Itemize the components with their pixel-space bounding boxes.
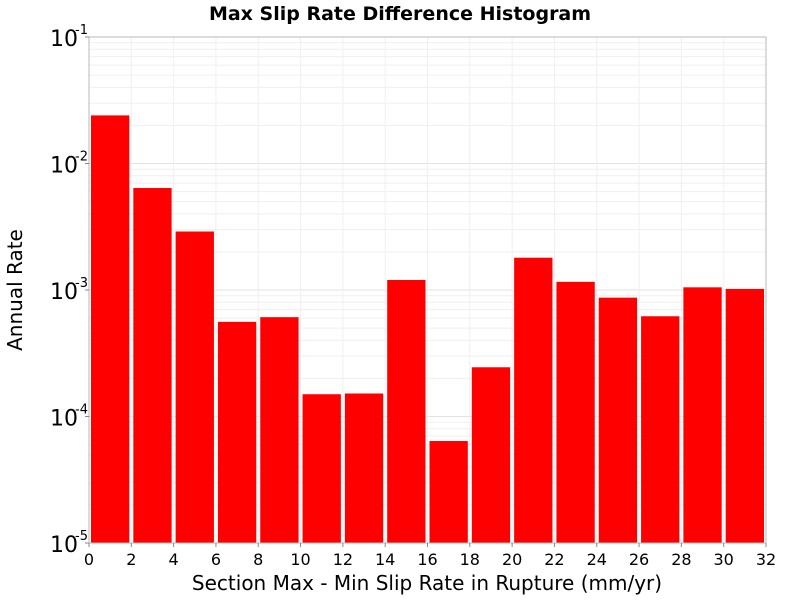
x-tick-label: 10 <box>290 550 310 569</box>
x-tick-label: 0 <box>84 550 94 569</box>
bar-0 <box>91 115 130 544</box>
x-tick-label: 32 <box>756 550 776 569</box>
y-tick-label-exponent: -2 <box>75 150 88 165</box>
bar-9 <box>471 367 511 543</box>
bar-2 <box>175 231 214 543</box>
y-tick-label: 10-1 <box>50 23 88 52</box>
x-tick-label: 20 <box>502 550 522 569</box>
y-tick-label-base: 10 <box>50 533 78 558</box>
x-axis-label: Section Max - Min Slip Rate in Rupture (… <box>192 571 662 595</box>
y-tick-label-exponent: -4 <box>75 403 88 418</box>
bar-14 <box>683 287 722 543</box>
x-tick-label: 30 <box>714 550 734 569</box>
x-tick-label: 8 <box>253 550 263 569</box>
y-tick-label-base: 10 <box>50 154 78 179</box>
bar-6 <box>344 393 384 543</box>
y-tick-label: 10-5 <box>50 529 88 558</box>
x-tick-label: 16 <box>417 550 437 569</box>
y-tick-label-base: 10 <box>50 27 78 52</box>
bar-4 <box>260 317 299 543</box>
x-tick-label: 14 <box>375 550 395 569</box>
x-tick-label: 18 <box>460 550 480 569</box>
y-tick-label-exponent: -3 <box>75 276 88 291</box>
y-axis: 10-510-410-310-210-1 <box>50 23 89 558</box>
bar-11 <box>556 281 595 543</box>
y-tick-label: 10-4 <box>50 403 88 432</box>
y-tick-label-exponent: -1 <box>75 23 88 38</box>
x-tick-label: 6 <box>211 550 221 569</box>
y-tick-label-base: 10 <box>50 280 78 305</box>
bar-10 <box>514 257 553 543</box>
y-tick-label: 10-2 <box>50 150 88 179</box>
x-tick-label: 2 <box>126 550 136 569</box>
bar-5 <box>302 394 341 543</box>
x-tick-label: 12 <box>333 550 353 569</box>
bar-7 <box>387 279 426 543</box>
x-tick-label: 26 <box>629 550 649 569</box>
bars <box>91 115 764 544</box>
x-axis: 0 2 4 6 8 10 12 14 16 18 20 22 24 26 28 30 32 <box>84 543 776 569</box>
y-axis-label: Annual Rate <box>3 229 27 351</box>
bar-3 <box>217 321 257 543</box>
x-tick-label: 4 <box>169 550 179 569</box>
x-tick-label: 28 <box>671 550 691 569</box>
y-tick-label-exponent: -5 <box>75 529 88 544</box>
y-tick-label-base: 10 <box>50 407 78 432</box>
bar-1 <box>133 188 172 543</box>
x-tick-label: 24 <box>587 550 607 569</box>
bar-13 <box>641 316 680 543</box>
chart-title: Max Slip Rate Difference Histogram <box>209 3 591 25</box>
x-tick-label: 22 <box>544 550 564 569</box>
bar-12 <box>598 297 638 543</box>
y-tick-label: 10-3 <box>50 276 88 305</box>
bar-15 <box>725 288 764 543</box>
bar-8 <box>429 441 468 543</box>
